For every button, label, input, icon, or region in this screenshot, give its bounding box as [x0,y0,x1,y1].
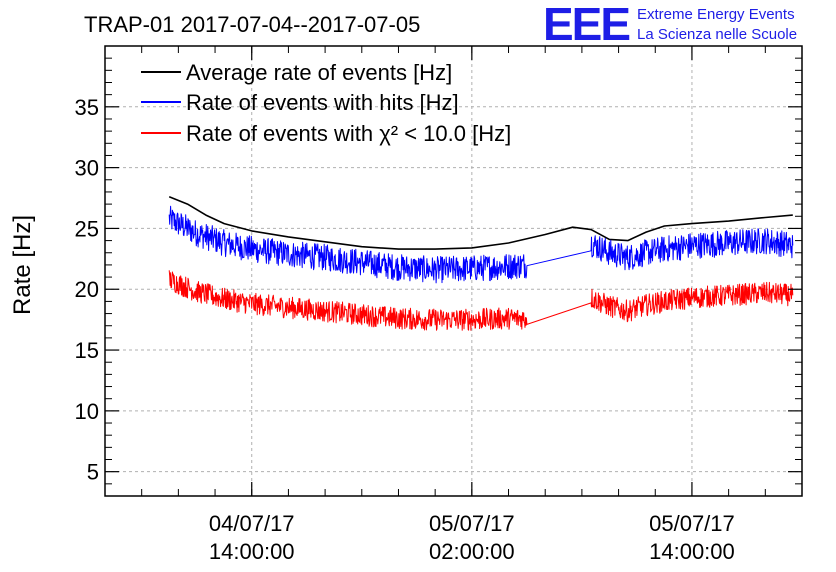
x-tick-label-date: 05/07/17 [649,511,735,536]
x-tick-label-time: 14:00:00 [649,539,735,564]
logo-line1: Extreme Energy Events [637,6,795,23]
y-tick-label: 15 [75,338,99,363]
grid [105,46,802,496]
legend-item-chi2: Rate of events with χ² < 10.0 [Hz] [186,121,511,146]
series-line-0 [168,196,793,250]
x-tick-label-date: 04/07/17 [209,511,295,536]
y-tick-label: 10 [75,399,99,424]
chart-title: TRAP-01 2017-07-04--2017-07-05 [84,12,420,37]
y-tick-label: 5 [87,460,99,485]
series-line-2 [168,270,794,331]
y-axis-label: Rate [Hz] [9,215,36,315]
plot-frame [104,45,803,497]
y-tick-label: 30 [75,156,99,181]
y-tick-label: 25 [75,216,99,241]
y-tick-label: 20 [75,277,99,302]
y-tick-label: 35 [75,95,99,120]
axes: 5 10 15 20 25 30 35 04/07/17 14:00:00 05/07/17 02:… [75,46,803,564]
series-line-1 [168,205,794,284]
legend-item-average: Average rate of events [Hz] [186,60,452,85]
x-tick-label-date: 05/07/17 [429,511,515,536]
x-tick-label-time: 02:00:00 [429,539,515,564]
legend-item-hits: Rate of events with hits [Hz] [186,90,459,115]
legend: Average rate of events [Hz] Rate of even… [141,60,511,146]
logo-line2: La Scienza nelle Scuole [637,26,797,43]
eee-logo-mark: EEE [543,0,629,50]
series-lines [168,196,794,331]
eee-logo: EEE Extreme Energy Events La Scienza nel… [543,0,797,50]
x-tick-label-time: 14:00:00 [209,539,295,564]
